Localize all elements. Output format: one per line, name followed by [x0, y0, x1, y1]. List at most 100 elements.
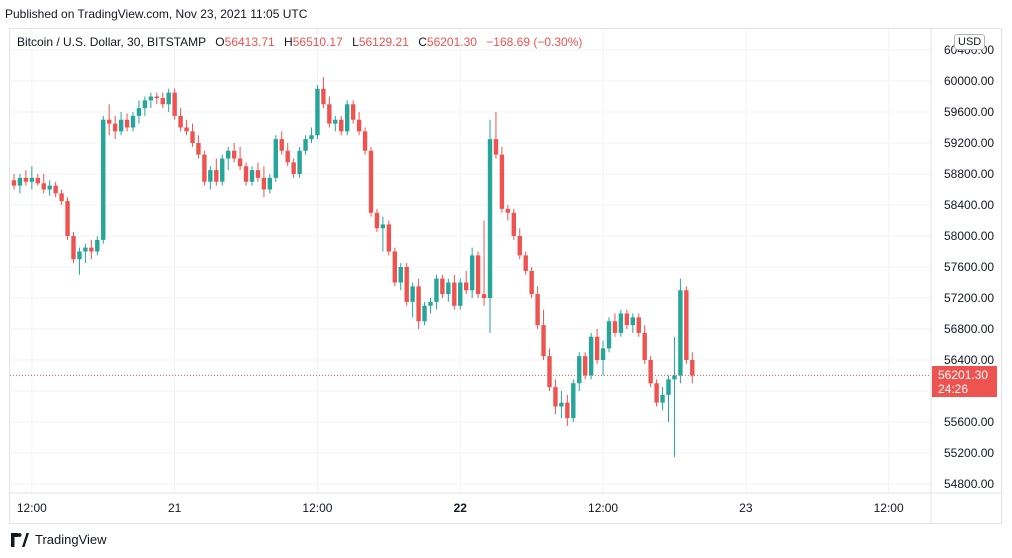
candle-body — [184, 127, 189, 132]
y-tick-label: 59200.00 — [944, 136, 994, 150]
candle-body — [571, 383, 576, 419]
candle-body — [583, 356, 588, 376]
candle-body — [624, 313, 630, 326]
x-tick-label: 12:00 — [17, 501, 47, 515]
candle-body — [166, 92, 171, 105]
candle-body — [154, 96, 159, 99]
candle-body — [220, 158, 225, 182]
y-tick-label: 56800.00 — [944, 322, 994, 336]
candle-body — [23, 177, 29, 182]
candle-body — [392, 251, 397, 283]
candle-body — [630, 317, 635, 326]
x-tick-label: 12:00 — [302, 501, 332, 515]
candle-body — [107, 119, 112, 124]
candle-body — [77, 251, 82, 260]
candle-body — [541, 325, 546, 357]
candle-body — [464, 282, 469, 291]
currency-button[interactable]: USD — [954, 34, 986, 50]
candle-body — [654, 383, 659, 403]
candle-body — [112, 123, 118, 132]
candle-body — [529, 270, 534, 295]
candle-body — [505, 208, 511, 213]
y-tick-label: 57200.00 — [944, 291, 994, 305]
candle-body — [89, 247, 94, 252]
candle-body — [672, 375, 677, 380]
candle-body — [178, 115, 183, 128]
candle-body — [577, 356, 582, 384]
candle-body — [440, 278, 445, 295]
x-tick-label: 12:00 — [588, 501, 618, 515]
candle-body — [648, 360, 653, 384]
candle-body — [208, 170, 213, 182]
candle-body — [202, 154, 207, 182]
candle-body — [422, 305, 427, 322]
candle-body — [101, 119, 106, 240]
candle-body — [523, 255, 528, 271]
y-tick-label: 59600.00 — [944, 105, 994, 119]
x-tick-label: 12:00 — [874, 501, 904, 515]
candle-body — [309, 135, 314, 140]
candle-body — [261, 177, 267, 190]
candle-body — [172, 92, 177, 116]
candle-body — [356, 119, 362, 132]
x-tick-label: 23 — [739, 501, 753, 515]
close-key: C — [418, 35, 427, 49]
candle-body — [255, 170, 261, 178]
candle-body — [124, 119, 130, 128]
candle-body — [118, 119, 124, 132]
close-value: 56201.30 — [426, 35, 477, 49]
candle-body — [380, 224, 386, 229]
candle-body — [321, 88, 326, 105]
candle-body — [636, 317, 641, 333]
candle-body — [291, 162, 296, 174]
candle-body — [398, 267, 403, 283]
candle-body — [249, 170, 255, 182]
candle-body — [481, 294, 487, 298]
candle-body — [273, 139, 278, 178]
candle-body — [327, 104, 332, 124]
tradingview-logo-icon — [11, 532, 29, 547]
candle-body — [279, 139, 284, 151]
candle-body — [315, 88, 320, 136]
candle-body — [547, 356, 552, 388]
brand-name: TradingView — [35, 532, 107, 547]
candle-body — [267, 177, 273, 190]
candle-body — [71, 236, 76, 260]
candle-body — [345, 104, 350, 132]
y-tick-label: 55600.00 — [944, 415, 994, 429]
y-tick-label: 58400.00 — [944, 198, 994, 212]
candle-body — [517, 236, 522, 256]
countdown-timer: 24:26 — [938, 382, 969, 396]
footer-brand[interactable]: TradingView — [9, 532, 107, 547]
low-key: L — [352, 35, 359, 49]
published-caption: Published on TradingView.com, Nov 23, 20… — [5, 7, 308, 21]
open-value: 56413.71 — [224, 35, 275, 49]
last-price-tag: 56201.30 24:26 — [932, 366, 997, 397]
high-value: 56510.17 — [292, 35, 343, 49]
y-tick-label: 56400.00 — [944, 353, 994, 367]
candle-body — [660, 394, 665, 403]
candle-body — [594, 336, 600, 360]
candle-body — [130, 115, 136, 128]
candle-body — [410, 286, 415, 302]
candle-body — [690, 360, 695, 376]
candle-body — [618, 313, 624, 333]
candle-body — [297, 150, 302, 174]
candle-body — [374, 212, 380, 229]
candle-body — [196, 143, 201, 155]
candle-body — [588, 336, 594, 376]
y-tick-label: 55200.00 — [944, 446, 994, 460]
change-value: −168.69 (−0.30%) — [486, 35, 583, 49]
candle-body — [565, 402, 570, 419]
high-key: H — [284, 35, 293, 49]
candle-body — [333, 119, 338, 124]
candle-body — [303, 139, 308, 151]
symbol-label: Bitcoin / U.S. Dollar, 30, BITSTAMP — [17, 35, 206, 49]
candle-body — [237, 158, 243, 167]
candle-body — [499, 154, 505, 209]
open-key: O — [215, 35, 225, 49]
y-tick-label: 54800.00 — [944, 477, 994, 491]
y-tick-label: 60000.00 — [944, 74, 994, 88]
last-price-value: 56201.30 — [938, 368, 989, 382]
